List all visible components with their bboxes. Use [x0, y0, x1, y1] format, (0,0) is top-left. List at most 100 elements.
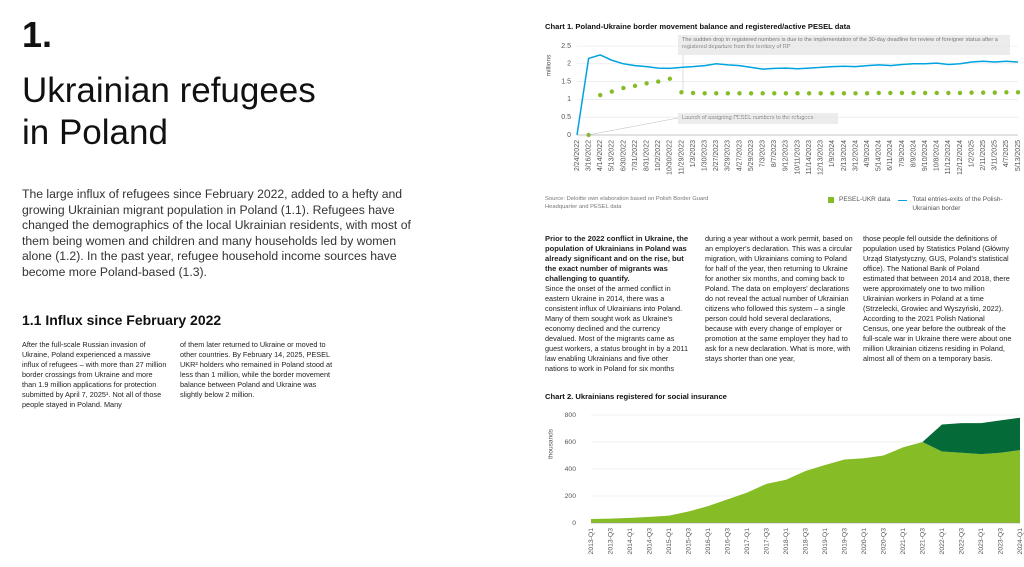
- data-point: [864, 91, 870, 96]
- chart-title: Chart 2. Ukrainians registered for socia…: [545, 392, 727, 401]
- x-tick-label: 11/29/2022: [678, 140, 685, 175]
- y-tick-label: 200: [565, 493, 577, 500]
- x-tick-label: 2017-Q1: [744, 528, 751, 555]
- x-tick-label: 2021-Q3: [919, 528, 926, 555]
- data-line: [576, 54, 1019, 136]
- connector: [587, 117, 679, 136]
- y-axis-label: millions: [546, 54, 553, 76]
- legend-swatch: [898, 199, 908, 201]
- text-column: Prior to the 2022 conflict in Ukraine, t…: [545, 234, 690, 374]
- y-tick-label: 1: [567, 96, 571, 103]
- x-tick-label: 5/13/2025: [1015, 140, 1022, 171]
- data-point: [957, 90, 963, 96]
- x-tick-label: 3/29/2023: [725, 140, 732, 171]
- legend-item: Total entries-exits of the Polish-Ukrain…: [898, 196, 1007, 213]
- x-tick-label: 12/12/2024: [957, 140, 964, 175]
- x-tick-label: 2022-Q3: [958, 528, 965, 555]
- y-tick-label: 600: [565, 439, 577, 446]
- subheading: 1.1 Influx since February 2022: [22, 312, 222, 328]
- x-tick-label: 2022-Q1: [939, 528, 946, 555]
- data-point: [980, 90, 986, 95]
- data-point: [876, 90, 881, 96]
- y-tick-label: 2.5: [561, 43, 571, 50]
- x-tick-label: 9/10/2024: [922, 140, 929, 171]
- x-tick-label: 3/12/2024: [852, 140, 859, 171]
- y-tick-label: 0: [567, 132, 571, 139]
- data-point: [795, 91, 800, 96]
- x-tick-label: 2016-Q1: [705, 528, 712, 555]
- data-point: [934, 90, 939, 96]
- data-point: [969, 90, 974, 95]
- legend-label: Total entries-exits of the Polish-Ukrain…: [912, 196, 1003, 212]
- x-tick-label: 2014-Q1: [627, 528, 634, 555]
- data-area: [591, 417, 1020, 519]
- x-tick-label: 2013-Q3: [607, 528, 614, 555]
- data-point: [806, 91, 812, 96]
- data-point: [714, 91, 719, 96]
- data-point: [690, 90, 696, 96]
- x-tick-label: 5/14/2024: [876, 140, 883, 171]
- x-tick-label: 2/27/2023: [713, 140, 720, 171]
- x-tick-label: 2016-Q3: [724, 528, 731, 555]
- x-tick-label: 10/11/2023: [794, 140, 801, 175]
- x-tick-label: 2015-Q3: [685, 528, 692, 555]
- legend-item: PESEL-UKR data: [828, 196, 890, 205]
- x-tick-label: 4/14/2022: [597, 140, 604, 171]
- y-tick-label: 0: [572, 520, 576, 527]
- data-point: [1015, 90, 1021, 95]
- source: Source: Deloitte own elaboration based o…: [545, 196, 709, 210]
- data-point: [888, 90, 893, 96]
- legend: PESEL-UKR data Total entries-exits of the…: [828, 196, 1024, 214]
- data-point: [1004, 90, 1009, 95]
- x-tick-label: 11/14/2023: [806, 140, 813, 175]
- section-title: Ukrainian refugees in Poland: [22, 71, 316, 152]
- x-tick-label: 4/27/2023: [736, 140, 743, 171]
- x-tick-label: 3/11/2025: [992, 140, 999, 171]
- data-point: [632, 83, 638, 89]
- data-point: [702, 91, 707, 96]
- x-tick-label: 8/31/2022: [643, 140, 650, 171]
- x-tick-label: 7/9/2024: [899, 140, 906, 167]
- x-tick-label: 1/3/2023: [690, 140, 697, 167]
- x-tick-label: 10/8/2024: [934, 140, 941, 171]
- x-tick-label: 2019-Q1: [822, 528, 829, 555]
- data-point: [992, 90, 997, 95]
- legend-swatch: [828, 197, 834, 203]
- x-tick-label: 2/24/2022: [574, 140, 581, 171]
- x-tick-label: 2021-Q1: [900, 528, 907, 555]
- text-column: After the full-scale Russian invasion of…: [22, 340, 167, 409]
- data-point: [621, 85, 626, 91]
- legend-label: PESEL-UKR data: [839, 196, 891, 203]
- x-tick-label: 2015-Q1: [666, 528, 673, 555]
- x-tick-label: 6/11/2024: [887, 140, 894, 171]
- x-tick-label: 2017-Q3: [763, 528, 770, 555]
- y-axis-label: thousands: [548, 428, 555, 459]
- data-point: [818, 91, 823, 96]
- annotation: The sudden drop in registered numbers is…: [678, 35, 1010, 55]
- section-number: 1.: [22, 14, 53, 55]
- x-tick-label: 2020-Q3: [880, 528, 887, 555]
- y-tick-label: 800: [565, 412, 577, 419]
- y-tick-label: 400: [565, 466, 577, 473]
- x-tick-label: 2020-Q1: [861, 528, 868, 555]
- data-point: [841, 91, 847, 96]
- data-point: [644, 81, 649, 86]
- x-tick-label: 2013-Q1: [588, 528, 595, 555]
- data-point: [946, 90, 951, 96]
- x-tick-label: 2018-Q3: [802, 528, 809, 555]
- y-tick-label: 0.5: [561, 114, 571, 121]
- paragraph: Since the onset of the armed conflict in…: [545, 284, 689, 373]
- x-tick-label: 1/9/2024: [829, 140, 836, 167]
- x-tick-label: 2018-Q1: [783, 528, 790, 555]
- y-tick-label: 1.5: [561, 78, 571, 85]
- x-tick-label: 5/29/2023: [748, 140, 755, 171]
- data-point: [725, 91, 731, 96]
- x-tick-label: 2/11/2025: [980, 140, 987, 171]
- lead: Prior to the 2022 conflict in Ukraine, t…: [545, 234, 689, 283]
- x-tick-label: 2/13/2024: [841, 140, 848, 171]
- x-tick-label: 10/30/2022: [667, 140, 674, 175]
- data-point: [609, 89, 615, 94]
- x-tick-label: 4/7/2025: [1003, 140, 1010, 167]
- data-point: [783, 91, 789, 96]
